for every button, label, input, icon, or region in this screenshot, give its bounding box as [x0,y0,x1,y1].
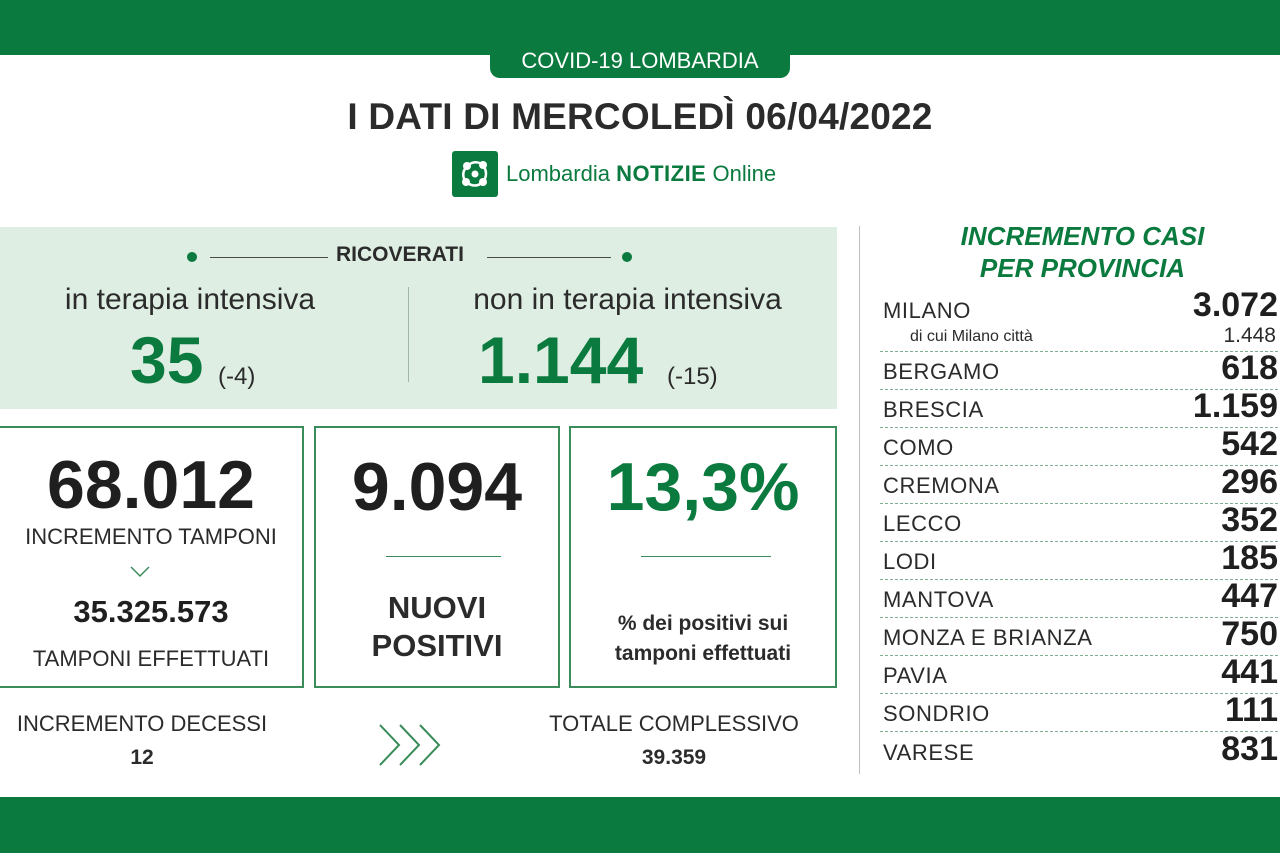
tamponi-increment: 68.012 [47,447,255,523]
chevron-down-icon [130,566,150,578]
province-row-cremona: CREMONA 296 [880,463,1278,504]
province-name: BERGAMO [883,359,1000,384]
province-title: INCREMENTO CASI PER PROVINCIA [870,220,1280,284]
province-row-milano: MILANO 3.072 di cui Milano città 1.448 [880,286,1278,352]
header-rule-left [210,257,328,258]
province-name: MANTOVA [883,587,994,612]
separator-line [641,556,771,557]
province-name: LODI [883,549,937,574]
province-value: 3.072 [1192,286,1278,324]
province-title-line-2: PER PROVINCIA [979,253,1186,283]
province-row-sondrio: SONDRIO 111 [880,691,1278,732]
province-value: 447 [1221,577,1278,615]
province-row-brescia: BRESCIA 1.159 [880,387,1278,428]
province-row-varese: VARESE 831 [880,730,1278,770]
decessi-total-value: 39.359 [641,746,707,769]
province-name: MONZA E BRIANZA [883,625,1093,650]
nuovi-positivi-value: 9.094 [351,449,523,525]
province-value: 831 [1221,730,1278,768]
province-name: SONDRIO [883,701,990,726]
province-value: 296 [1221,463,1278,501]
decessi-total-label: TOTALE COMPLESSIVO [549,711,799,736]
province-value: 441 [1221,653,1278,691]
milano-citta-value: 1.448 [1223,324,1276,347]
ricoverati-divider [408,287,409,382]
province-row-lodi: LODI 185 [880,539,1278,580]
province-value: 542 [1221,425,1278,463]
province-value: 1.159 [1192,387,1278,425]
page-title: I DATI DI MERCOLEDÌ 06/04/2022 [347,96,933,137]
province-value: 750 [1221,615,1278,653]
non-intensive-value: 1.144 [478,323,644,397]
nuovi-positivi-box: 9.094 NUOVI POSITIVI [314,426,560,688]
nuovi-label-2: POSITIVI [371,628,503,663]
milano-citta-label: di cui Milano città [910,328,1033,345]
ricoverati-title: RICOVERATI [336,243,464,266]
decessi-increment-label: INCREMENTO DECESSI [16,711,268,736]
province-value: 352 [1221,501,1278,539]
province-name: VARESE [883,740,975,765]
province-title-line-1: INCREMENTO CASI [960,221,1205,251]
non-intensive-label: non in terapia intensiva [473,283,782,316]
vertical-divider [859,226,860,774]
province-row-monza-e-brianza: MONZA E BRIANZA 750 [880,615,1278,656]
province-list: MILANO 3.072 di cui Milano città 1.448 B… [880,286,1278,770]
nuovi-label-1: NUOVI [387,590,487,625]
percentuale-positivi-box: 13,3% % dei positivi sui tamponi effettu… [569,426,837,688]
tamponi-total-label: TAMPONI EFFETTUATI [32,646,270,671]
province-name: LECCO [883,511,962,536]
province-name: COMO [883,435,954,460]
province-row-pavia: PAVIA 441 [880,653,1278,694]
brand-name: Lombardia NOTIZIE Online [506,161,777,186]
province-row-mantova: MANTOVA 447 [880,577,1278,618]
province-name: CREMONA [883,473,1000,498]
ricoverati-header: RICOVERATI [0,243,837,269]
percentuale-value: 13,3% [606,449,800,525]
header-rule-right [487,257,611,258]
brand-logo-lockup: Lombardia NOTIZIE Online [452,151,776,197]
tamponi-total: 35.325.573 [73,594,229,629]
intensive-value: 35 [130,323,204,397]
bottom-band [0,797,1280,853]
ricoverati-panel: RICOVERATI in terapia intensiva 35 (-4) … [0,227,837,409]
province-value: 111 [1225,691,1278,729]
percentuale-label-2: tamponi effettuati [614,642,792,665]
separator-line [386,556,501,557]
province-value: 618 [1221,349,1278,387]
dot-right-icon [622,252,632,262]
dot-left-icon [187,252,197,262]
province-name: PAVIA [883,663,948,688]
intensive-delta: (-4) [218,363,256,390]
percentuale-label-1: % dei positivi sui [617,612,789,635]
province-value: 185 [1221,539,1278,577]
decessi-increment-value: 12 [130,746,154,769]
province-row-como: COMO 542 [880,425,1278,466]
tamponi-box: 68.012 INCREMENTO TAMPONI 35.325.573 TAM… [0,426,304,688]
province-row-lecco: LECCO 352 [880,501,1278,542]
non-intensive-delta: (-15) [667,363,718,390]
tamponi-increment-label: INCREMENTO TAMPONI [25,524,277,549]
province-row-bergamo: BERGAMO 618 [880,349,1278,390]
covid-lombardia-tag: COVID-19 LOMBARDIA [490,46,790,78]
intensive-label: in terapia intensiva [64,283,316,316]
province-name: BRESCIA [883,397,984,422]
province-name: MILANO [883,298,971,323]
top-band [0,0,1280,55]
lombardia-rosa-camuna-icon [452,151,498,197]
triple-chevron-right-icon [379,724,441,766]
